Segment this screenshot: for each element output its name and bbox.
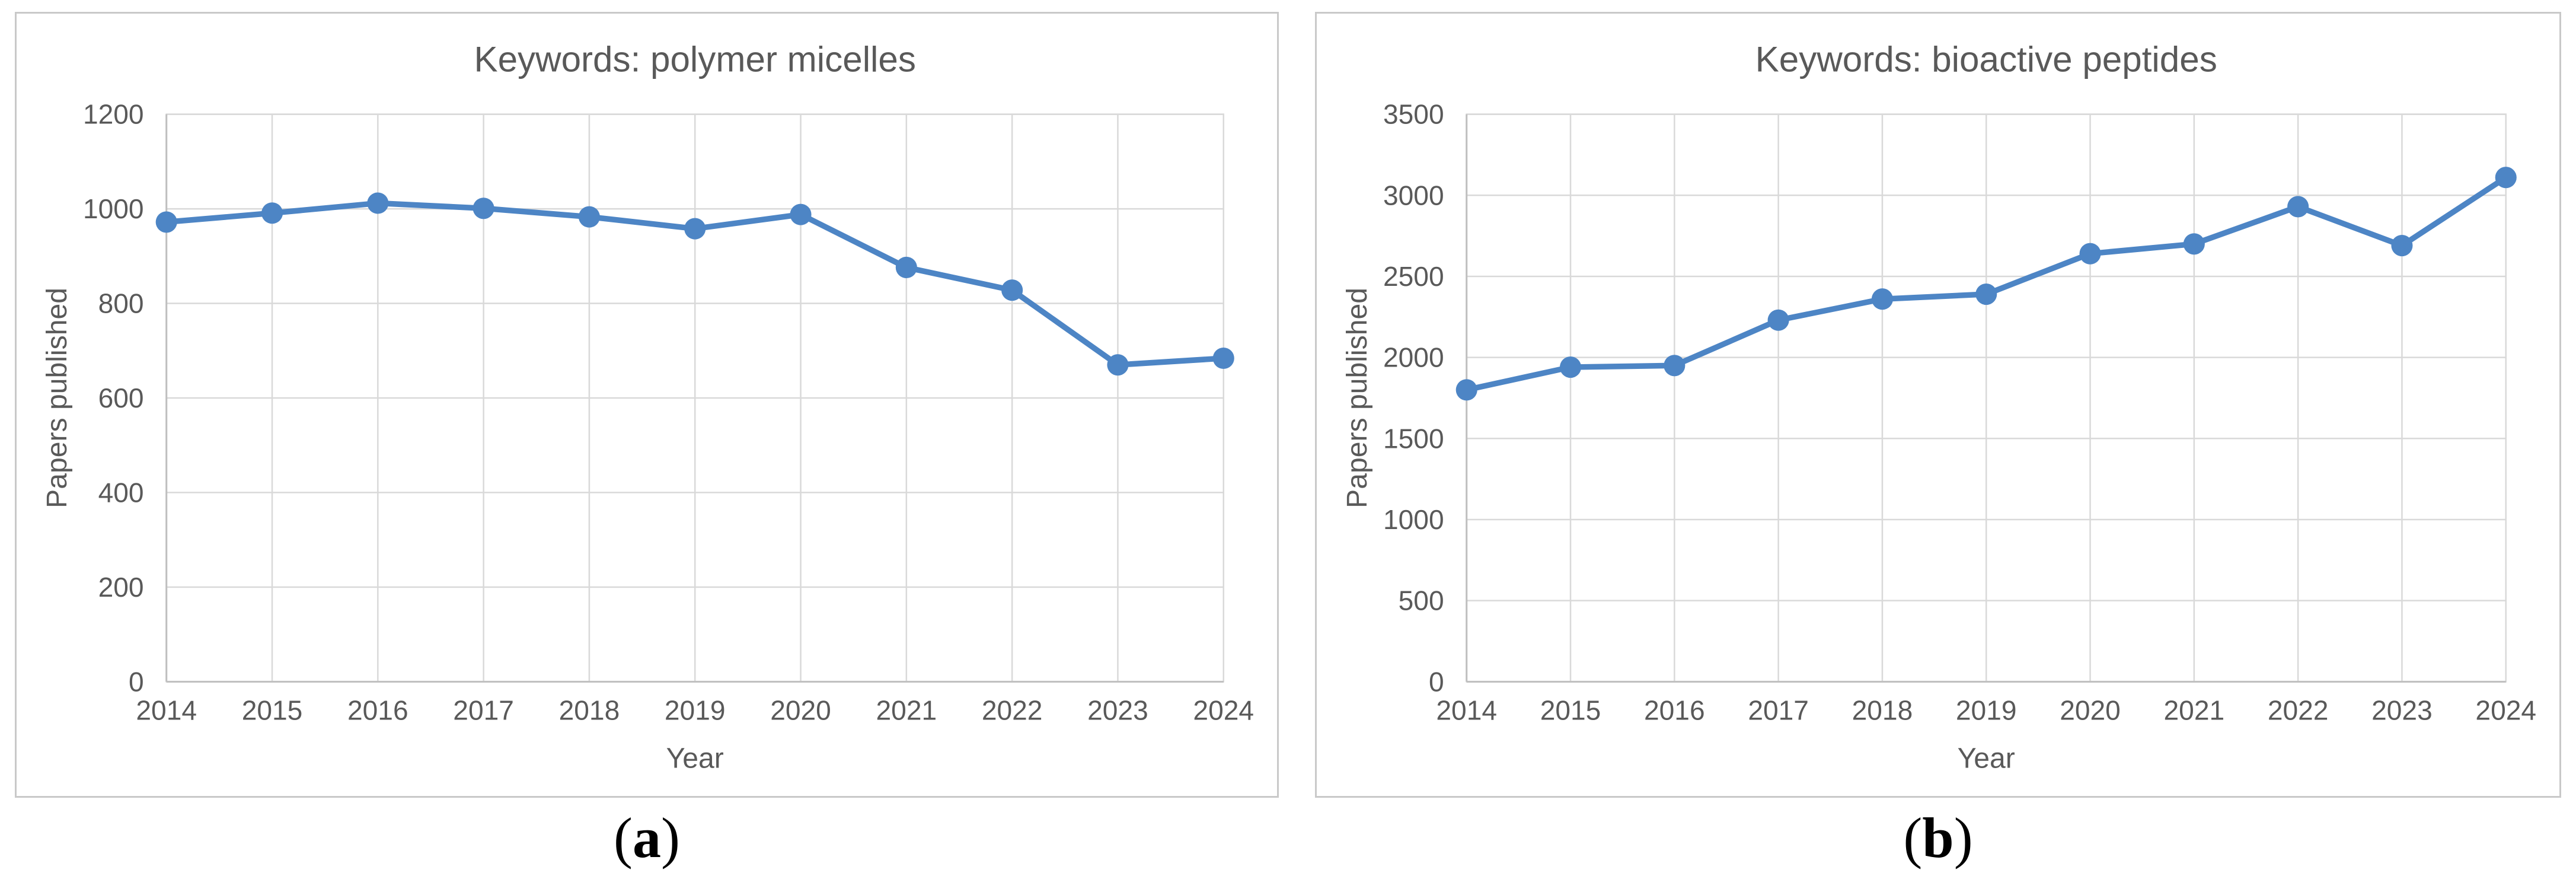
chart-title: Keywords: polymer micelles — [474, 39, 916, 79]
chart-panel-b: 0 500 1000 1500 2000 2500 3000 3500 2014 2015 2016… — [1315, 12, 2561, 798]
data-point-marker — [684, 218, 706, 240]
chart-title: Keywords: bioactive peptides — [1755, 39, 2217, 79]
y-tick-label: 0 — [129, 666, 144, 697]
data-point-marker — [367, 192, 389, 214]
x-tick-label: 2014 — [136, 695, 197, 725]
x-tick-label: 2017 — [1748, 695, 1809, 726]
y-tick-label: 200 — [98, 572, 144, 603]
x-tick-label: 2019 — [1956, 695, 2017, 726]
x-tick-label: 2016 — [1644, 695, 1705, 726]
y-tick-label: 600 — [98, 383, 144, 413]
x-tick-label: 2016 — [347, 695, 408, 725]
y-tick-label: 1200 — [83, 99, 144, 130]
y-axis-title: Papers published — [41, 288, 73, 508]
data-point-marker — [2391, 234, 2413, 257]
y-tick-label: 1500 — [1383, 423, 1444, 454]
x-tick-label: 2023 — [1087, 695, 1148, 725]
data-point-marker — [578, 206, 600, 228]
data-point-marker — [1664, 355, 1686, 377]
data-point-marker — [1001, 279, 1023, 301]
x-tick-label: 2019 — [665, 695, 726, 725]
y-tick-label: 500 — [1399, 585, 1444, 616]
x-tick-label: 2015 — [242, 695, 303, 725]
x-tick-label: 2020 — [770, 695, 831, 725]
x-tick-label: 2017 — [453, 695, 514, 725]
caption-a-close-paren: ) — [661, 806, 680, 870]
data-point-marker — [1559, 356, 1582, 378]
caption-b-open-paren: ( — [1903, 806, 1923, 870]
data-point-marker — [2079, 243, 2101, 265]
x-tick-label: 2023 — [2371, 695, 2433, 726]
y-tick-label: 3500 — [1383, 99, 1444, 130]
x-tick-label: 2022 — [982, 695, 1043, 725]
line-chart-bioactive-peptides: 0 500 1000 1500 2000 2500 3000 3500 2014 2015 2016… — [1341, 39, 2536, 775]
data-point-marker — [1212, 347, 1234, 370]
data-point-marker — [1107, 354, 1129, 376]
x-axis-title: Year — [666, 743, 724, 775]
data-point-marker — [261, 202, 283, 224]
x-tick-label: 2014 — [1436, 695, 1497, 726]
caption-b: (b) — [1315, 805, 2561, 877]
x-tick-label: 2022 — [2268, 695, 2329, 726]
y-tick-label: 400 — [98, 477, 144, 508]
chart-panel-a: 0 200 400 600 800 1000 1200 2014 2015 2016 2017 201… — [15, 12, 1279, 798]
y-tick-label: 0 — [1429, 666, 1444, 697]
caption-b-close-paren: ) — [1953, 806, 1973, 870]
caption-a-open-paren: ( — [614, 806, 633, 870]
caption-b-letter: b — [1922, 806, 1954, 870]
x-tick-label: 2021 — [2164, 695, 2225, 726]
x-tick-label: 2021 — [876, 695, 937, 725]
data-point-marker — [1455, 379, 1477, 401]
y-tick-label: 3000 — [1383, 180, 1444, 211]
x-tick-label: 2024 — [1193, 695, 1254, 725]
y-tick-label: 1000 — [1383, 504, 1444, 535]
y-tick-label: 2500 — [1383, 261, 1444, 292]
data-point-marker — [2183, 233, 2205, 255]
y-axis-title: Papers published — [1341, 288, 1373, 508]
line-chart-polymer-micelles: 0 200 400 600 800 1000 1200 2014 2015 2016 2017 201… — [41, 39, 1254, 775]
x-tick-label: 2018 — [1852, 695, 1913, 726]
x-tick-label: 2020 — [2060, 695, 2121, 726]
x-tick-label: 2024 — [2475, 695, 2536, 726]
data-point-marker — [2287, 196, 2309, 218]
data-point-marker — [1871, 288, 1893, 310]
x-axis-title: Year — [1958, 743, 2015, 775]
caption-a: (a) — [15, 805, 1279, 877]
data-point-marker — [790, 203, 812, 225]
data-point-marker — [1767, 309, 1789, 331]
x-tick-label: 2018 — [559, 695, 620, 725]
y-tick-label: 1000 — [83, 193, 144, 224]
caption-a-letter: a — [633, 806, 661, 870]
data-point-marker — [155, 211, 177, 233]
data-point-marker — [473, 198, 494, 219]
x-tick-label: 2015 — [1540, 695, 1601, 726]
y-tick-label: 2000 — [1383, 342, 1444, 373]
data-point-marker — [2495, 167, 2517, 189]
y-tick-label: 800 — [98, 288, 144, 319]
data-point-marker — [1975, 283, 1997, 305]
data-point-marker — [895, 256, 917, 278]
